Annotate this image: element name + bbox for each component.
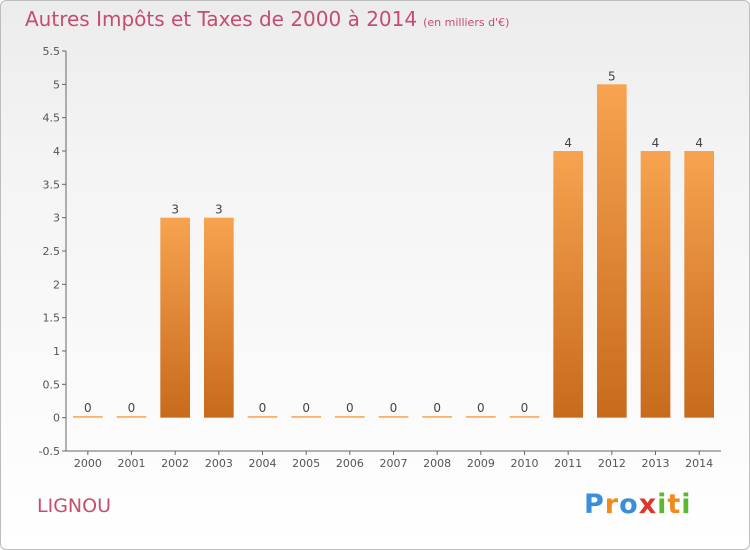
- bar-2005: [291, 416, 322, 418]
- x-tick-label: 2009: [467, 457, 495, 470]
- data-label-2008: 0: [433, 401, 441, 415]
- bar-2004: [247, 416, 278, 418]
- data-label-2009: 0: [477, 401, 485, 415]
- bar-2009: [465, 416, 496, 418]
- data-label-2001: 0: [128, 401, 136, 415]
- data-label-2012: 5: [608, 69, 616, 83]
- logo-letter: t: [667, 489, 682, 520]
- x-tick-label: 2005: [292, 457, 320, 470]
- logo-letter: i: [681, 489, 692, 520]
- bar-2014: [684, 151, 715, 418]
- data-label-2002: 3: [171, 203, 179, 217]
- y-tick-label: 4: [53, 145, 60, 158]
- x-tick-label: 2011: [554, 457, 582, 470]
- data-label-2005: 0: [302, 401, 310, 415]
- x-tick-label: 2001: [118, 457, 146, 470]
- logo-letter: r: [604, 489, 620, 520]
- bar-2000: [72, 416, 103, 418]
- x-tick-label: 2003: [205, 457, 233, 470]
- y-tick-label: -0.5: [39, 445, 60, 458]
- x-tick-label: 2014: [685, 457, 713, 470]
- x-tick-label: 2004: [249, 457, 277, 470]
- chart-title-text: Autres Impôts et Taxes de 2000 à 2014: [25, 7, 418, 31]
- y-tick-label: 1: [53, 345, 60, 358]
- x-tick-label: 2013: [642, 457, 670, 470]
- bar-2007: [378, 416, 409, 418]
- data-label-2006: 0: [346, 401, 354, 415]
- chart-unit-label: (en milliers d'€): [423, 16, 510, 29]
- y-tick-label: 5: [53, 78, 60, 91]
- y-tick-label: 0.5: [43, 378, 61, 391]
- y-tick-label: 3.5: [43, 178, 61, 191]
- y-tick-label: 2: [53, 278, 60, 291]
- bar-2011: [553, 151, 584, 418]
- y-tick-label: 5.5: [43, 45, 61, 58]
- data-label-2011: 4: [564, 136, 572, 150]
- y-tick-label: 1.5: [43, 312, 61, 325]
- bar-2012: [596, 84, 627, 418]
- proxiti-logo: Proxiti: [584, 489, 692, 520]
- x-tick-label: 2012: [598, 457, 626, 470]
- y-tick-label: 3: [53, 212, 60, 225]
- bar-2008: [422, 416, 453, 418]
- y-tick-label: 2.5: [43, 245, 61, 258]
- x-tick-label: 2010: [511, 457, 539, 470]
- bar-2006: [334, 416, 365, 418]
- bar-2003: [203, 217, 234, 418]
- x-tick-label: 2006: [336, 457, 364, 470]
- logo-letter: x: [638, 489, 658, 520]
- data-label-2013: 4: [652, 136, 660, 150]
- bar-2010: [509, 416, 540, 418]
- data-label-2004: 0: [259, 401, 267, 415]
- logo-letter: P: [584, 489, 605, 520]
- data-label-2010: 0: [521, 401, 529, 415]
- bar-2002: [160, 217, 191, 418]
- logo-letter: i: [657, 489, 668, 520]
- y-tick-label: 0: [53, 412, 60, 425]
- chart-title: Autres Impôts et Taxes de 2000 à 2014 (en…: [25, 7, 509, 31]
- data-label-2000: 0: [84, 401, 92, 415]
- data-label-2003: 3: [215, 203, 223, 217]
- logo-letter: o: [619, 489, 639, 520]
- y-tick-label: 4.5: [43, 112, 61, 125]
- x-tick-label: 2008: [423, 457, 451, 470]
- bar-2001: [116, 416, 147, 418]
- x-tick-label: 2002: [161, 457, 189, 470]
- x-tick-label: 2000: [74, 457, 102, 470]
- bar-2013: [640, 151, 671, 418]
- x-tick-label: 2007: [380, 457, 408, 470]
- data-label-2007: 0: [390, 401, 398, 415]
- commune-name: LIGNOU: [37, 495, 111, 517]
- data-label-2014: 4: [695, 136, 703, 150]
